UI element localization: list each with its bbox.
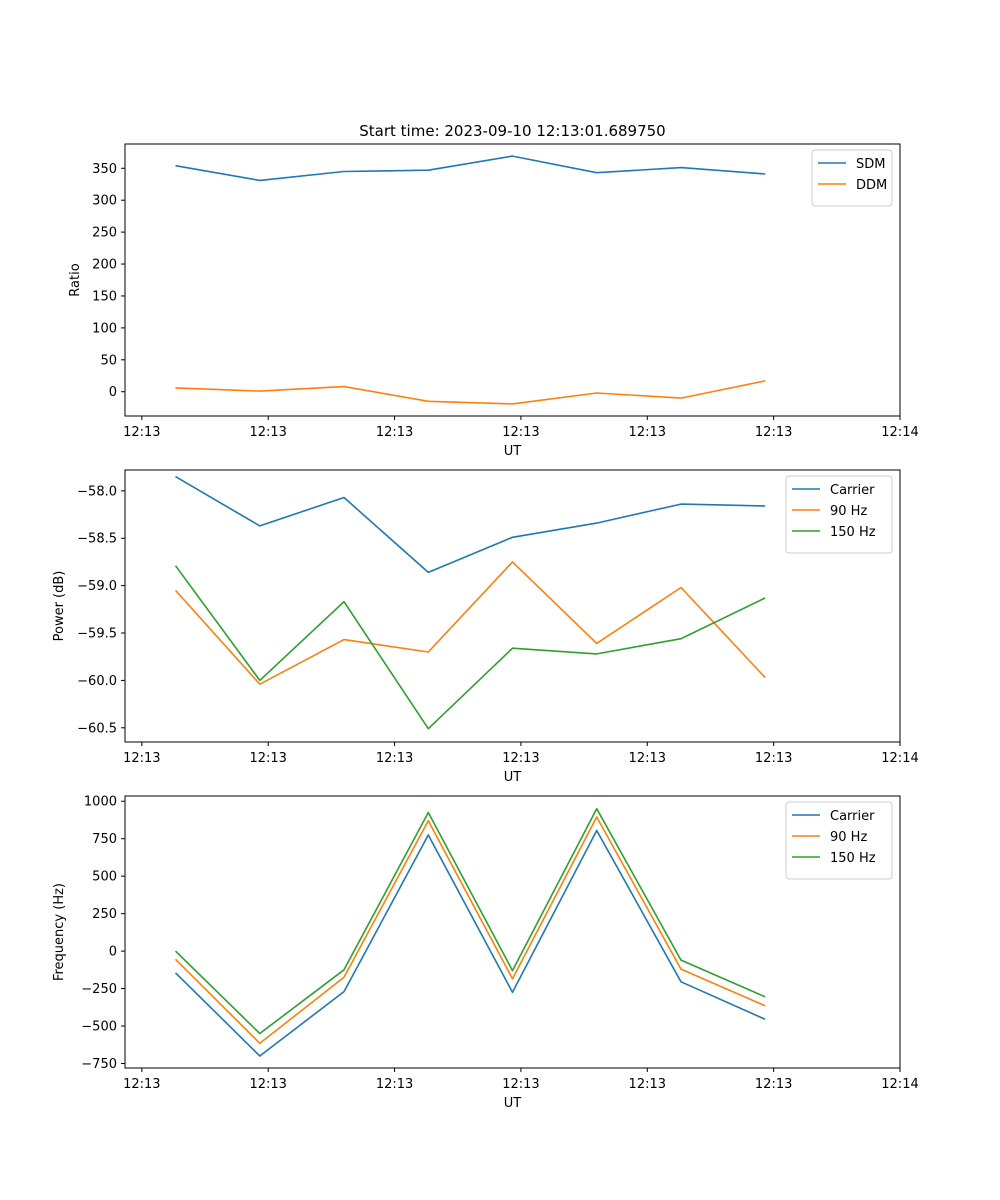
x-tick-label: 12:13 (249, 425, 286, 440)
x-axis-label: UT (504, 1096, 522, 1111)
x-tick-label: 12:13 (629, 425, 666, 440)
series-line-sdm (175, 155, 766, 182)
legend-label: Carrier (830, 483, 875, 498)
y-axis-label: Ratio (68, 263, 83, 296)
x-tick-label: 12:14 (881, 751, 918, 766)
y-tick-label: −500 (81, 1020, 117, 1035)
x-tick-label: 12:13 (502, 1077, 539, 1092)
x-tick-label: 12:13 (502, 751, 539, 766)
x-tick-label: 12:13 (629, 751, 666, 766)
legend: SDM DDM (811, 149, 893, 207)
x-tick-label: 12:13 (502, 425, 539, 440)
y-tick-label: 0 (109, 385, 117, 400)
y-tick-label: 0 (109, 945, 117, 960)
axes-frame (124, 469, 901, 743)
series-line-carrier (174, 829, 766, 1057)
x-tick-label: 12:14 (881, 425, 918, 440)
x-tick-label: 12:13 (376, 1077, 413, 1092)
x-tick-label: 12:13 (376, 425, 413, 440)
legend-box (811, 149, 893, 207)
legend-label: 150 Hz (830, 525, 876, 540)
legend-box (785, 801, 893, 880)
y-tick-label: 150 (92, 289, 117, 304)
y-tick-label: 200 (92, 258, 117, 273)
legend-label: DDM (856, 178, 887, 193)
chart-title: Start time: 2023-09-10 12:13:01.689750 (359, 122, 665, 140)
series-line-90-hz (174, 816, 766, 1045)
series-line-90-hz (174, 561, 766, 686)
y-tick-label: −59.0 (77, 579, 117, 594)
y-tick-label: −58.5 (77, 532, 117, 547)
y-tick-label: 750 (92, 832, 117, 847)
x-tick-label: 12:13 (755, 1077, 792, 1092)
legend: Carrier 90 Hz 150 Hz (785, 475, 893, 554)
y-axis-label: Frequency (Hz) (52, 883, 67, 981)
axes-frame (124, 795, 901, 1069)
y-tick-label: 300 (92, 194, 117, 209)
legend-label: SDM (856, 157, 885, 172)
y-axis-label: Power (dB) (52, 571, 67, 642)
panel-2: 12:13 12:13 12:13 12:13 12:13 12:13 12:14 −60.5… (52, 469, 919, 785)
y-tick-label: −250 (81, 982, 117, 997)
panels: 12:13 12:13 12:13 12:13 12:13 12:13 12:14 0 50 10… (52, 143, 919, 1111)
x-tick-label: 12:13 (249, 1077, 286, 1092)
panel-3: 12:13 12:13 12:13 12:13 12:13 12:13 12:14 −750 −… (52, 795, 919, 1111)
series-line-carrier (175, 475, 766, 574)
y-tick-label: −60.5 (77, 721, 117, 736)
y-tick-label: 50 (100, 353, 117, 368)
y-tick-label: −60.0 (77, 674, 117, 689)
legend-label: 90 Hz (830, 830, 867, 845)
x-axis-label: UT (504, 444, 522, 459)
x-tick-label: 12:13 (755, 425, 792, 440)
x-axis-label: UT (504, 770, 522, 785)
legend-label: 150 Hz (830, 851, 876, 866)
series-line-150-hz (174, 807, 766, 1035)
x-tick-label: 12:13 (249, 751, 286, 766)
y-tick-label: 1000 (84, 795, 117, 810)
axes-frame (124, 143, 901, 417)
y-tick-label: 500 (92, 870, 117, 885)
y-tick-label: 350 (92, 162, 117, 177)
x-tick-label: 12:14 (881, 1077, 918, 1092)
legend-box (785, 475, 893, 554)
x-tick-label: 12:13 (755, 751, 792, 766)
y-tick-label: −750 (81, 1057, 117, 1072)
series-line-150-hz (174, 565, 766, 730)
legend-label: 90 Hz (830, 504, 867, 519)
y-tick-label: −58.0 (77, 484, 117, 499)
legend: Carrier 90 Hz 150 Hz (785, 801, 893, 880)
y-tick-label: 250 (92, 907, 117, 922)
legend-label: Carrier (830, 809, 875, 824)
panel-1: 12:13 12:13 12:13 12:13 12:13 12:13 12:14 0 50 10… (68, 143, 919, 459)
y-tick-label: 250 (92, 226, 117, 241)
x-tick-label: 12:13 (376, 751, 413, 766)
x-tick-label: 12:13 (123, 751, 160, 766)
y-tick-label: −59.5 (77, 627, 117, 642)
y-tick-label: 100 (92, 321, 117, 336)
x-tick-label: 12:13 (123, 1077, 160, 1092)
series-line-ddm (175, 380, 766, 405)
x-tick-label: 12:13 (123, 425, 160, 440)
x-tick-label: 12:13 (629, 1077, 666, 1092)
